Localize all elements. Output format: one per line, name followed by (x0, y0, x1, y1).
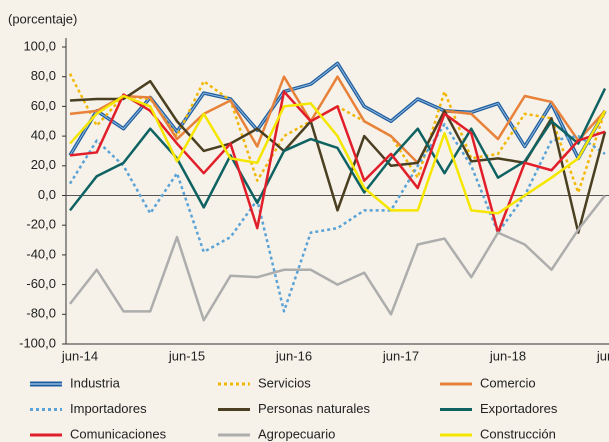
series-line (68, 73, 607, 194)
x-tick-label: jun-19 (596, 348, 609, 363)
legend-label: Industria (70, 375, 121, 390)
y-tick-label: -80,0 (26, 306, 56, 321)
y-tick-label: -100,0 (19, 335, 56, 350)
series-line (68, 122, 606, 313)
series-line (69, 88, 607, 212)
y-tick-label: 60,0 (31, 98, 56, 113)
y-tick-label: 0,0 (38, 187, 56, 202)
legend-label: Comercio (480, 375, 536, 390)
series-line (69, 79, 607, 234)
series-line-highlight (69, 62, 606, 160)
legend-label: Importadores (70, 401, 147, 416)
legend-label: Personas naturales (258, 401, 371, 416)
legend-label: Servicios (258, 375, 311, 390)
x-tick-label: jun-18 (489, 348, 526, 363)
y-tick-label: 20,0 (31, 157, 56, 172)
series-line (69, 90, 606, 234)
y-tick-label: 40,0 (31, 128, 56, 143)
legend-label: Construcción (480, 426, 556, 441)
y-tick-label: -60,0 (26, 276, 56, 291)
y-tick-label: -20,0 (26, 217, 56, 232)
legend-label: Comunicaciones (70, 426, 167, 441)
y-tick-label: 100,0 (23, 38, 56, 53)
x-tick-label: jun-17 (382, 348, 419, 363)
y-axis-label: (porcentaje) (8, 11, 77, 26)
legend-label: Exportadores (480, 401, 558, 416)
series-line (69, 194, 606, 322)
x-tick-label: jun-15 (168, 348, 205, 363)
series-line (69, 75, 606, 165)
y-tick-label: -40,0 (26, 246, 56, 261)
series-line (69, 94, 607, 215)
legend-label: Agropecuario (258, 426, 335, 441)
y-tick-label: 80,0 (31, 68, 56, 83)
x-tick-label: jun-14 (61, 348, 98, 363)
x-tick-label: jun-16 (275, 348, 312, 363)
